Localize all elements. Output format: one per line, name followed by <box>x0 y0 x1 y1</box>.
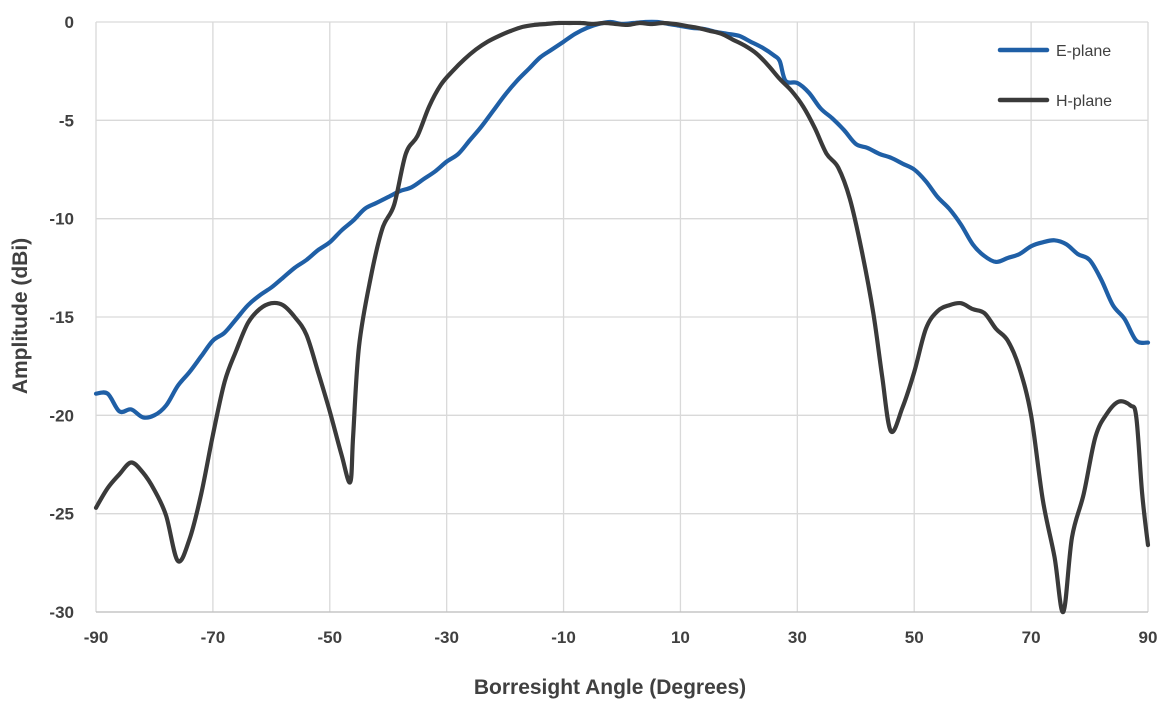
series-line-e-plane <box>93 19 1151 420</box>
x-tick-label: 70 <box>1022 628 1041 647</box>
series-lines <box>93 19 1151 615</box>
y-tick-label: -15 <box>49 308 74 327</box>
x-tick-label: -10 <box>551 628 576 647</box>
legend-label-e-plane: E-plane <box>1056 43 1111 60</box>
series-line-h-plane <box>93 20 1151 615</box>
gridlines <box>95 21 1149 613</box>
x-tick-label: 30 <box>788 628 807 647</box>
y-tick-label: -10 <box>49 210 74 229</box>
y-axis-title: Amplitude (dBi) <box>9 238 32 394</box>
x-tick-label: -30 <box>434 628 459 647</box>
x-axis-title: Borresight Angle (Degrees) <box>474 676 746 699</box>
x-tick-label: -70 <box>201 628 226 647</box>
x-tick-label: 90 <box>1139 628 1158 647</box>
y-tick-label: 0 <box>65 13 74 32</box>
y-tick-label: -5 <box>59 111 74 130</box>
x-tick-label: -90 <box>84 628 109 647</box>
x-tick-label: -50 <box>317 628 342 647</box>
tick-labels: -90 -70 -50 -30 -10 10 30 50 70 90 0 -5 -10 -15 -20 -25… <box>49 13 1157 647</box>
y-tick-label: -20 <box>49 406 74 425</box>
x-tick-label: 50 <box>905 628 924 647</box>
x-tick-label: 10 <box>671 628 690 647</box>
legend-label-h-plane: H-plane <box>1056 93 1112 110</box>
y-tick-label: -25 <box>49 505 74 524</box>
legend: E-plane H-plane <box>997 43 1112 110</box>
y-tick-label: -30 <box>49 603 74 622</box>
